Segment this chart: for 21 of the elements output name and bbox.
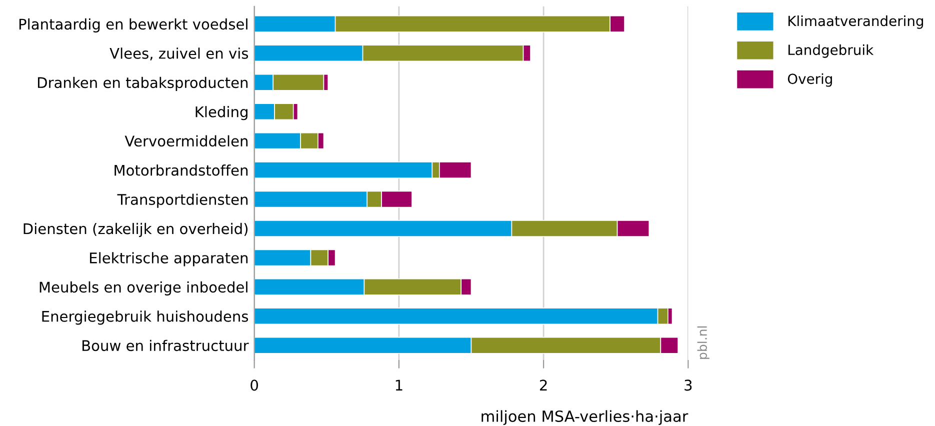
legend-label: Klimaatverandering xyxy=(788,15,924,29)
y-tick-label: Vervoermiddelen xyxy=(124,135,248,147)
y-tick-label: Diensten (zakelijk en overheid) xyxy=(24,222,248,238)
y-tick-label: Kleding xyxy=(196,106,248,120)
y-tick-label: Elektrische apparaten xyxy=(90,252,248,266)
legend-label: Landgebruik xyxy=(788,44,874,58)
y-tick-label: Transportdiensten xyxy=(117,194,248,208)
y-tick-label: Vlees, zuivel en vis xyxy=(110,48,248,60)
y-tick-label: Plantaardig en bewerkt voedsel xyxy=(19,18,248,32)
y-tick-label: Meubels en overige inboedel xyxy=(40,281,248,296)
text: pbl.nl xyxy=(697,326,710,359)
legend-label: Overig xyxy=(788,73,832,87)
x-tick-label: 1 xyxy=(396,380,402,390)
y-tick-label: Dranken en tabaksproducten xyxy=(38,76,248,91)
x-tick-label: 2 xyxy=(540,380,547,390)
x-tick-label: 0 xyxy=(250,380,258,391)
x-axis-title: miljoen MSA-verlies·ha·jaar xyxy=(482,410,688,425)
x-tick-label: 3 xyxy=(684,380,692,391)
y-tick-label: Energiegebruik huishoudens xyxy=(42,310,248,325)
y-tick-label: Bouw en infrastructuur xyxy=(82,340,249,352)
y-tick-label: Motorbrandstoffen xyxy=(114,164,248,176)
